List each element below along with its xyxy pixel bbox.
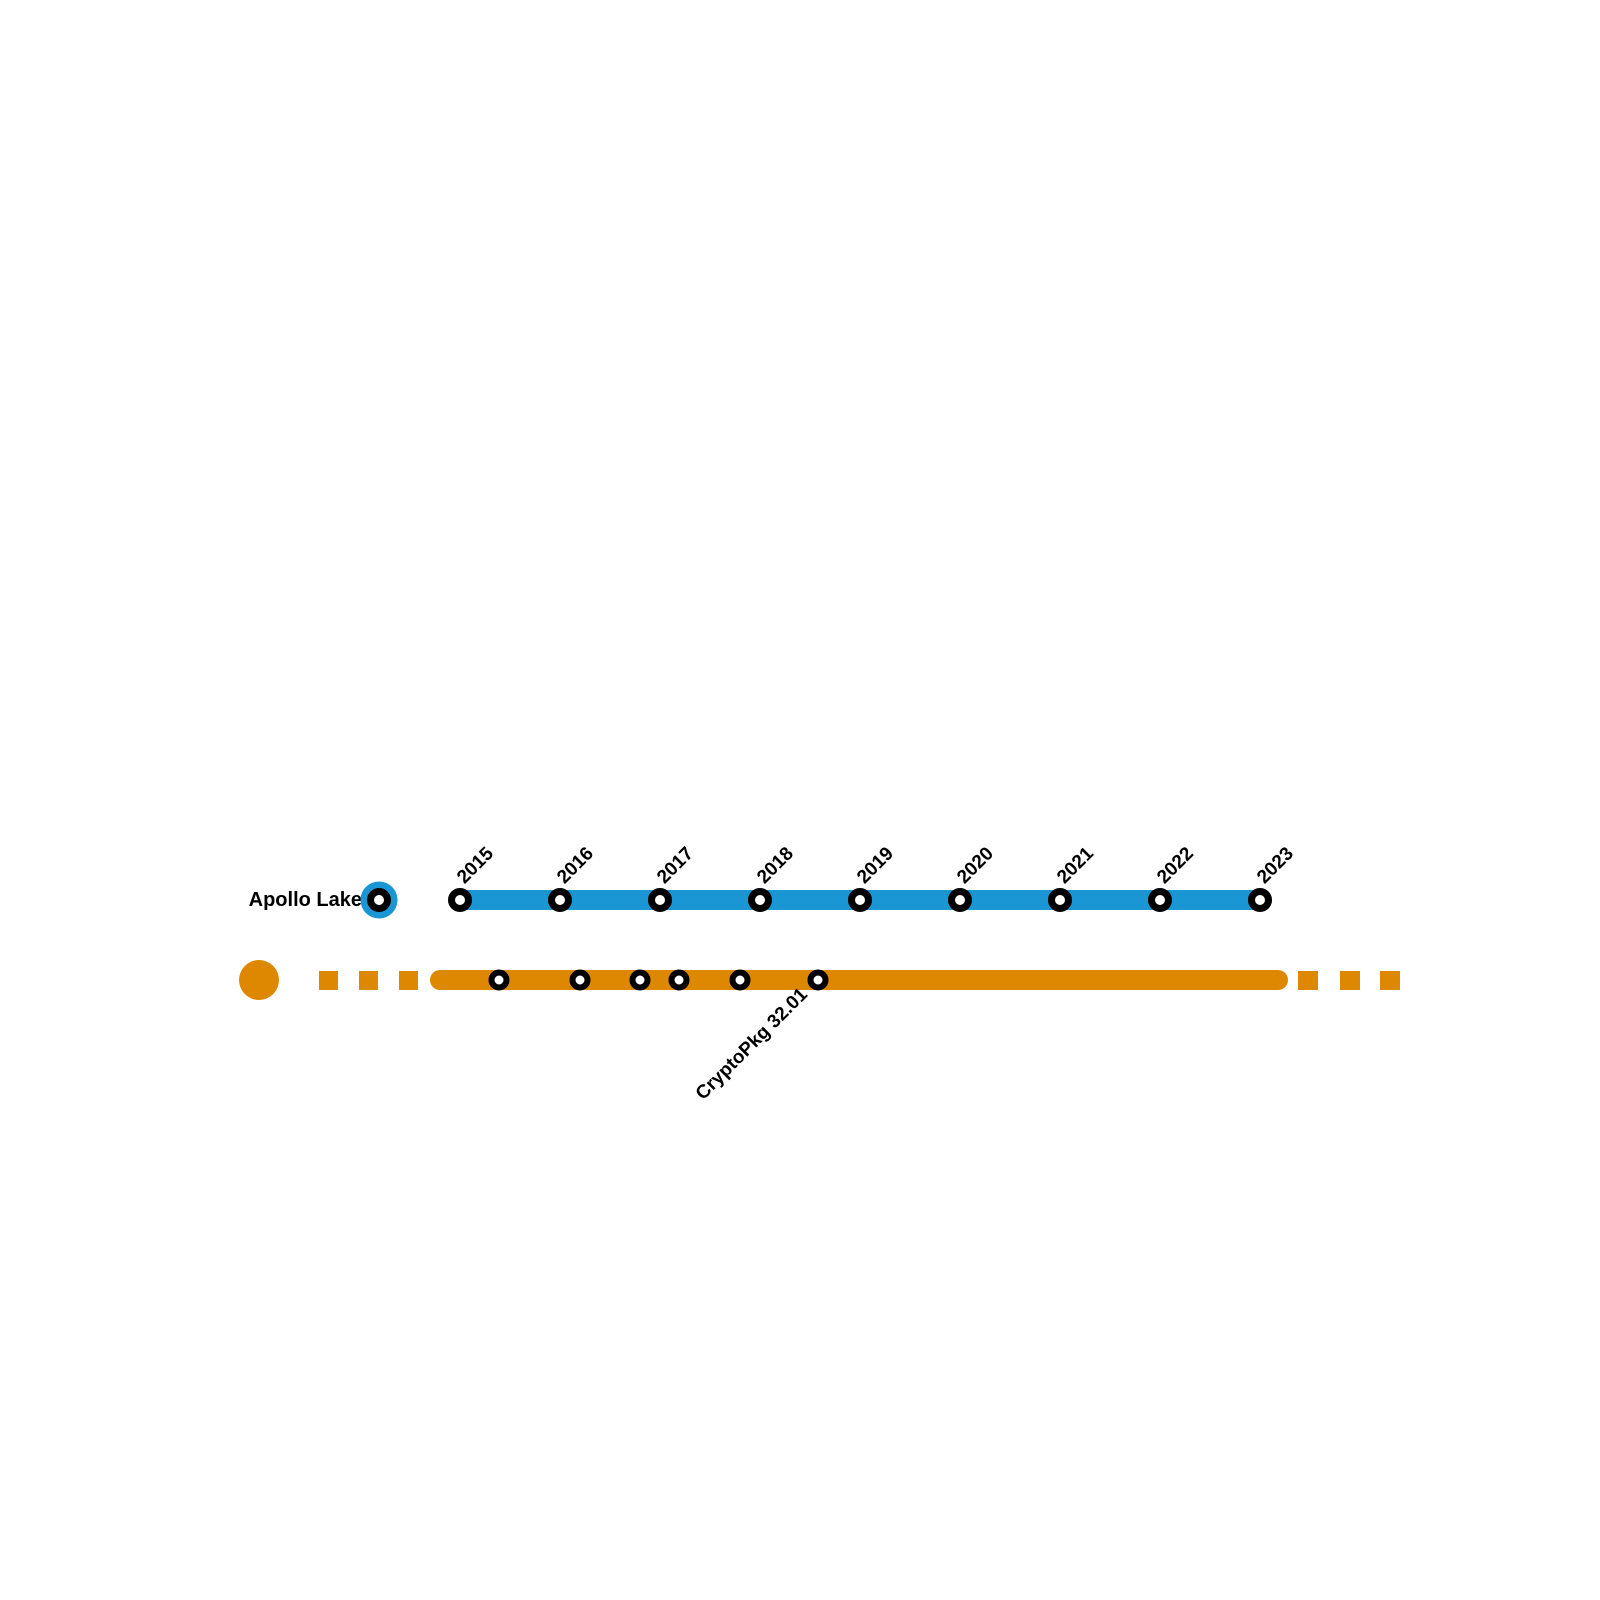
- station-marker-year-2018: [748, 888, 772, 912]
- orange-dash-right-2: [1380, 970, 1400, 990]
- year-label: 2022: [1153, 843, 1198, 888]
- orange-station-marker-4: [729, 969, 751, 991]
- terminus-label: Apollo Lake: [248, 889, 362, 911]
- orange-station-marker-3: [668, 969, 690, 991]
- station-marker-year-2023: [1248, 888, 1272, 912]
- orange-station-marker-0: [488, 969, 510, 991]
- station-marker-year-2016: [548, 888, 572, 912]
- orange-dash-right-1: [1340, 970, 1360, 990]
- station-marker-year-2022: [1148, 888, 1172, 912]
- orange-dash-right-0: [1298, 970, 1318, 990]
- year-label: 2015: [453, 843, 498, 888]
- release-label: CryptoPkg 32.01: [691, 984, 812, 1105]
- station-marker-year-2019: [848, 888, 872, 912]
- year-label: 2017: [653, 843, 698, 888]
- orange-station-marker-1: [569, 969, 591, 991]
- year-label: 2021: [1053, 843, 1098, 888]
- year-label: 2020: [953, 843, 998, 888]
- year-label: 2016: [553, 843, 598, 888]
- year-label: 2019: [853, 843, 898, 888]
- station-marker-year-2020: [948, 888, 972, 912]
- station-marker-year-2017: [648, 888, 672, 912]
- origin-dot: [239, 960, 279, 1000]
- year-label: 2018: [753, 843, 798, 888]
- terminus-station-marker: [367, 888, 391, 912]
- year-label: 2023: [1253, 843, 1298, 888]
- orange-station-marker-5: [807, 969, 829, 991]
- orange-timeline-line: [430, 970, 1288, 990]
- orange-dash-left-1: [359, 970, 378, 990]
- station-marker-year-2021: [1048, 888, 1072, 912]
- orange-station-marker-2: [629, 969, 651, 991]
- orange-dash-left-2: [399, 970, 418, 990]
- station-marker-year-2015: [448, 888, 472, 912]
- orange-dash-left-0: [319, 970, 338, 990]
